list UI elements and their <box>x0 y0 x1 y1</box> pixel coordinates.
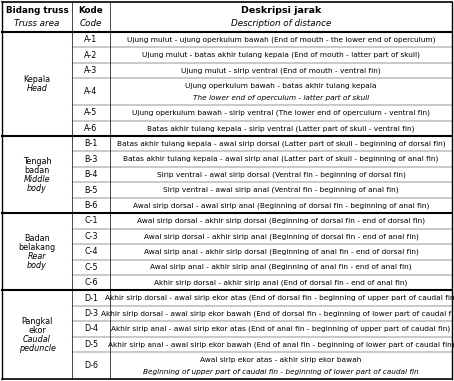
Text: Pangkal: Pangkal <box>21 317 53 326</box>
Text: Middle: Middle <box>24 174 50 184</box>
Text: body: body <box>27 261 47 270</box>
Text: C-1: C-1 <box>84 216 98 226</box>
Text: Sirip ventral - awal sirip dorsal (Ventral fin - beginning of dorsal fin): Sirip ventral - awal sirip dorsal (Ventr… <box>157 171 405 178</box>
Text: B-1: B-1 <box>84 139 98 148</box>
Text: D-4: D-4 <box>84 325 98 333</box>
Text: C-3: C-3 <box>84 232 98 241</box>
Text: C-6: C-6 <box>84 278 98 287</box>
Text: B-4: B-4 <box>84 170 98 179</box>
Text: Akhir sirip anal - awal sirip ekor atas (End of anal fin - beginning of upper pa: Akhir sirip anal - awal sirip ekor atas … <box>111 326 451 332</box>
Text: B-6: B-6 <box>84 201 98 210</box>
Text: The lower end of operculum - latter part of skull: The lower end of operculum - latter part… <box>193 94 369 101</box>
Text: D-5: D-5 <box>84 340 98 349</box>
Text: Akhir sirip dorsal - akhir sirip anal (End of dorsal fin - end of anal fin): Akhir sirip dorsal - akhir sirip anal (E… <box>154 279 408 286</box>
Text: Awal sirip dorsal - akhir sirip dorsal (Beginning of dorsal fin - end of dorsal : Awal sirip dorsal - akhir sirip dorsal (… <box>137 218 425 224</box>
Text: Awal sirip anal - akhir sirip dorsal (Beginning of anal fin - end of dorsal fin): Awal sirip anal - akhir sirip dorsal (Be… <box>143 248 419 255</box>
Text: Code: Code <box>80 19 102 28</box>
Text: D-6: D-6 <box>84 361 98 370</box>
Text: A-3: A-3 <box>84 66 98 75</box>
Text: body: body <box>27 184 47 193</box>
Text: Tengah: Tengah <box>23 157 51 166</box>
Text: badan: badan <box>25 166 49 174</box>
Text: Truss area: Truss area <box>15 19 59 28</box>
Text: Ujung mulut - ujung operkulum bawah (End of mouth - the lower end of operculum): Ujung mulut - ujung operkulum bawah (End… <box>127 37 435 43</box>
Text: Kepala: Kepala <box>24 75 50 84</box>
Text: D-3: D-3 <box>84 309 98 318</box>
Text: Awal sirip dorsal - akhir sirip anal (Beginning of dorsal fin - end of anal fin): Awal sirip dorsal - akhir sirip anal (Be… <box>143 233 419 240</box>
Text: peduncle: peduncle <box>19 344 55 353</box>
Text: Batas akhir tulang kepala - awal sirip anal (Latter part of skull - beginning of: Batas akhir tulang kepala - awal sirip a… <box>123 156 439 162</box>
Text: Awal sirip anal - akhir sirip anal (Beginning of anal fin - end of anal fin): Awal sirip anal - akhir sirip anal (Begi… <box>150 264 412 271</box>
Text: Akhir sirip dorsal - awal sirip ekor bawah (End of dorsal fin - beginning of low: Akhir sirip dorsal - awal sirip ekor baw… <box>101 310 454 317</box>
Text: D-1: D-1 <box>84 294 98 303</box>
Text: B-3: B-3 <box>84 155 98 164</box>
Text: Rear: Rear <box>28 252 46 261</box>
Text: Batas akhir tulang kepala - awal sirip dorsal (Latter part of skull - beginning : Batas akhir tulang kepala - awal sirip d… <box>117 141 445 147</box>
Text: A-2: A-2 <box>84 51 98 60</box>
Text: Bidang truss: Bidang truss <box>5 6 69 15</box>
Text: Beginning of upper part of caudal fin - beginning of lower part of caudal fin: Beginning of upper part of caudal fin - … <box>143 368 419 375</box>
Text: C-4: C-4 <box>84 247 98 256</box>
Text: Description of distance: Description of distance <box>231 19 331 28</box>
Text: ekor: ekor <box>28 326 46 335</box>
Text: A-5: A-5 <box>84 109 98 117</box>
Text: Batas akhir tulang kepala - sirip ventral (Latter part of skull - ventral fin): Batas akhir tulang kepala - sirip ventra… <box>147 125 415 131</box>
Text: Akhir sirip anal - awal sirip ekor bawah (End of anal fin - beginning of lower p: Akhir sirip anal - awal sirip ekor bawah… <box>108 341 454 347</box>
Text: belakang: belakang <box>19 243 55 252</box>
Text: Head: Head <box>27 84 47 93</box>
Text: A-6: A-6 <box>84 124 98 133</box>
Text: Sirip ventral - awal sirip anal (Ventral fin - beginning of anal fin): Sirip ventral - awal sirip anal (Ventral… <box>163 187 399 193</box>
Text: A-1: A-1 <box>84 35 98 44</box>
Text: Badan: Badan <box>24 234 50 243</box>
Text: Ujung mulut - sirip ventral (End of mouth - ventral fin): Ujung mulut - sirip ventral (End of mout… <box>181 67 381 74</box>
Text: B-5: B-5 <box>84 186 98 195</box>
Text: Awal sirip dorsal - awal sirip anal (Beginning of dorsal fin - beginning of anal: Awal sirip dorsal - awal sirip anal (Beg… <box>133 202 429 209</box>
Text: Ujung operkulum bawah - sirip ventral (The lower end of operculum - ventral fin): Ujung operkulum bawah - sirip ventral (T… <box>132 110 430 116</box>
Text: Ujung mulut - batas akhir tulang kepala (End of mouth - latter part of skull): Ujung mulut - batas akhir tulang kepala … <box>142 52 420 58</box>
Text: Caudal: Caudal <box>23 335 51 344</box>
Text: Awal sirip ekor atas - akhir sirip ekor bawah: Awal sirip ekor atas - akhir sirip ekor … <box>200 357 362 363</box>
Text: Deskripsi jarak: Deskripsi jarak <box>241 6 321 15</box>
Text: C-5: C-5 <box>84 263 98 272</box>
Text: Akhir sirip dorsal - awal sirip ekor atas (End of dorsal fin - beginning of uppe: Akhir sirip dorsal - awal sirip ekor ata… <box>105 295 454 301</box>
Text: Ujung operkulum bawah - batas akhir tulang kepala: Ujung operkulum bawah - batas akhir tula… <box>185 83 377 89</box>
Text: Kode: Kode <box>79 6 104 15</box>
Text: A-4: A-4 <box>84 87 98 96</box>
